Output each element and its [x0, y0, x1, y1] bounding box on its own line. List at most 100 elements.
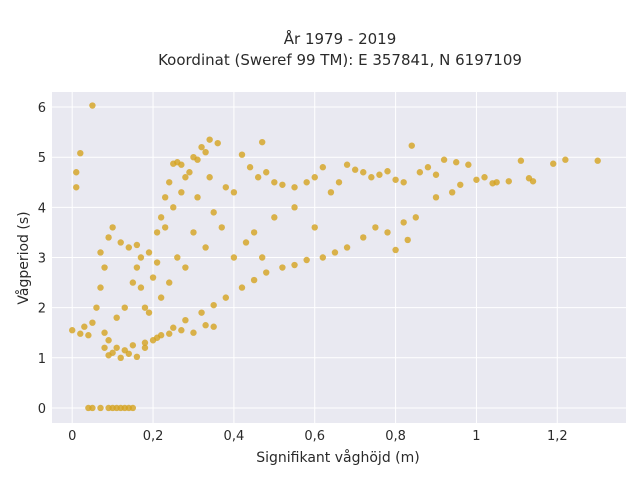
data-point	[457, 181, 464, 188]
data-point	[327, 189, 335, 196]
data-point	[101, 344, 108, 351]
data-point	[291, 184, 298, 191]
data-point	[85, 332, 92, 339]
data-point	[202, 244, 209, 251]
data-point	[121, 347, 128, 354]
data-point	[161, 194, 169, 201]
data-point	[186, 169, 193, 176]
data-point	[194, 156, 201, 163]
data-point	[210, 209, 217, 216]
data-point	[113, 344, 120, 351]
y-tick-label: 0	[38, 402, 46, 417]
data-point	[271, 214, 278, 221]
x-tick-label: 1,2	[547, 429, 568, 444]
data-point	[113, 314, 120, 321]
data-point	[129, 404, 137, 412]
data-point	[238, 284, 246, 291]
data-point	[279, 181, 286, 188]
data-point	[178, 161, 185, 168]
data-point	[206, 174, 213, 181]
data-point	[157, 294, 165, 301]
data-point	[465, 161, 472, 168]
data-point	[448, 189, 456, 196]
data-point	[416, 169, 424, 176]
data-point	[149, 274, 157, 281]
data-point	[166, 279, 173, 286]
data-point	[182, 264, 189, 271]
data-point	[258, 138, 266, 146]
y-tick-label: 2	[38, 302, 46, 317]
y-tick-label: 6	[38, 101, 46, 116]
data-point	[594, 157, 601, 164]
data-point	[210, 323, 217, 330]
data-point	[384, 229, 391, 236]
data-point	[117, 354, 124, 362]
data-point	[351, 166, 359, 173]
data-point	[170, 324, 177, 331]
data-point	[473, 176, 480, 183]
y-tick-label: 4	[38, 201, 46, 216]
data-point	[303, 256, 310, 264]
data-point	[198, 143, 205, 151]
data-point	[258, 254, 266, 261]
data-point	[141, 339, 149, 346]
data-point	[157, 214, 165, 221]
data-point	[210, 301, 217, 309]
data-point	[372, 224, 379, 231]
data-point	[166, 179, 173, 186]
data-point	[105, 234, 112, 241]
data-point	[424, 164, 432, 171]
data-point	[141, 344, 149, 351]
data-point	[178, 189, 185, 196]
data-point	[202, 148, 209, 156]
data-point	[222, 184, 230, 191]
data-point	[392, 246, 399, 254]
data-point	[319, 254, 327, 261]
data-point	[400, 179, 407, 186]
data-point	[279, 264, 286, 271]
data-point	[85, 404, 92, 412]
data-point	[133, 241, 141, 249]
y-axis-title: Vågperiod (s)	[15, 211, 32, 304]
data-point	[505, 178, 512, 185]
data-point	[368, 174, 375, 181]
data-point	[190, 329, 197, 336]
x-tick-label: 0,4	[224, 429, 245, 444]
data-point	[218, 224, 225, 231]
data-point	[153, 259, 161, 266]
chart-title-line1: År 1979 - 2019	[284, 29, 397, 48]
y-axis-ticks: 0 1 2 3 4 5 6	[38, 101, 46, 417]
x-tick-label: 0,6	[304, 429, 325, 444]
data-point	[93, 304, 100, 311]
data-point	[400, 219, 407, 226]
y-tick-label: 5	[38, 151, 46, 166]
data-point	[311, 224, 318, 231]
data-point	[250, 229, 258, 236]
data-point	[291, 261, 298, 269]
data-point	[360, 169, 367, 176]
data-point	[481, 174, 488, 181]
data-point	[214, 139, 221, 147]
data-point	[432, 171, 440, 178]
data-point	[73, 184, 80, 191]
data-point	[250, 276, 258, 284]
data-point	[202, 322, 209, 329]
data-point	[77, 330, 84, 337]
data-point	[121, 304, 128, 311]
data-point	[153, 229, 161, 236]
data-point	[246, 164, 254, 171]
data-point	[145, 249, 153, 256]
data-point	[303, 179, 310, 186]
x-axis-title: Signifikant våghöjd (m)	[256, 449, 419, 466]
y-tick-label: 1	[38, 352, 46, 367]
data-point	[550, 160, 557, 167]
data-point	[97, 249, 104, 256]
data-point	[105, 337, 112, 344]
data-point	[331, 249, 339, 256]
data-point	[529, 178, 537, 185]
data-point	[230, 254, 238, 261]
data-point	[109, 349, 116, 356]
chart-title-line2: Koordinat (Sweref 99 TM): E 357841, N 61…	[158, 51, 522, 69]
x-tick-label: 0	[68, 429, 76, 444]
x-axis-ticks: 0 0,2 0,4 0,6 0,8 1 1,2	[68, 429, 568, 444]
